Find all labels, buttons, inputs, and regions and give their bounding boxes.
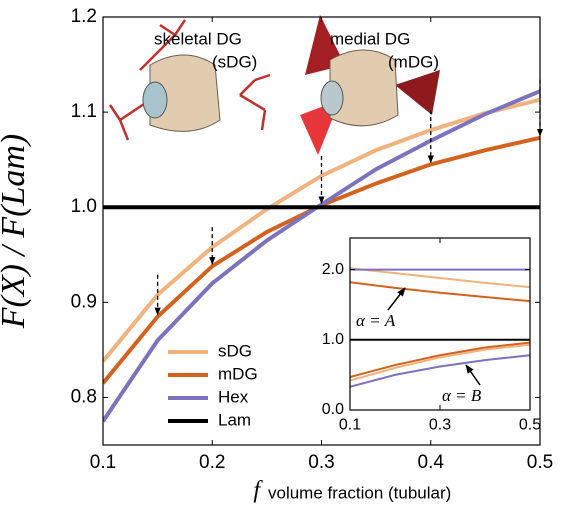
y-tick-label: 1.0 <box>322 331 344 348</box>
series-group <box>350 267 530 388</box>
x-tick-label: 0.3 <box>429 416 451 433</box>
series-line <box>350 267 530 289</box>
x-tick-label: 0.5 <box>527 452 553 473</box>
x-axis-symbol: f <box>253 478 263 504</box>
series-line <box>350 341 530 378</box>
y-axis-label: F(X) / F(Lam) <box>0 134 32 330</box>
y-tick-label: 2.0 <box>322 261 344 278</box>
y-tick-label: 1.0 <box>71 196 97 217</box>
annotation: skeletal DG <box>154 29 242 48</box>
x-tick-label: 0.1 <box>90 452 116 473</box>
x-tick-label: 0.1 <box>339 416 361 433</box>
x-tick-label: 0.4 <box>418 452 445 473</box>
y-tick-label: 0.0 <box>322 401 344 418</box>
y-tick-label: 0.8 <box>71 386 97 407</box>
y-tick-label: 0.9 <box>71 291 97 312</box>
plot-0: 0.1 0.2 0.3 0.4 0.5 0.8 0.9 1.0 1.1 1.2 <box>71 6 554 473</box>
series-line <box>103 97 540 363</box>
x-axis-label: volume fraction (tubular) <box>268 483 451 502</box>
annotation-arrow <box>465 364 481 386</box>
annotation: (mDG) <box>388 52 439 71</box>
annotation: α = B <box>442 386 482 405</box>
plot-background <box>350 238 530 410</box>
annotation: α = A <box>356 311 396 330</box>
mdg-illustration <box>300 15 440 155</box>
annotation: (sDG) <box>212 52 257 71</box>
series-line <box>350 354 530 388</box>
series-group <box>103 89 540 423</box>
x-tick-label: 0.2 <box>199 452 225 473</box>
x-tick-label: 0.5 <box>519 416 541 433</box>
series-line <box>350 343 530 382</box>
y-tick-label: 1.1 <box>71 101 97 122</box>
y-tick-label: 1.2 <box>71 6 97 27</box>
plot-1: 0.1 0.3 0.5 0.0 1.0 2.0 <box>322 237 541 433</box>
x-tick-label: 0.3 <box>308 452 334 473</box>
legend-label: sDG <box>218 341 252 360</box>
annotation: medial DG <box>330 29 410 48</box>
legend-label: Lam <box>218 410 251 429</box>
series-line <box>350 281 530 303</box>
series-line <box>103 89 540 423</box>
annotation-arrow <box>387 287 406 311</box>
legend-label: Hex <box>218 387 249 406</box>
sdg-illustration <box>108 19 271 141</box>
legend-label: mDG <box>218 364 258 383</box>
